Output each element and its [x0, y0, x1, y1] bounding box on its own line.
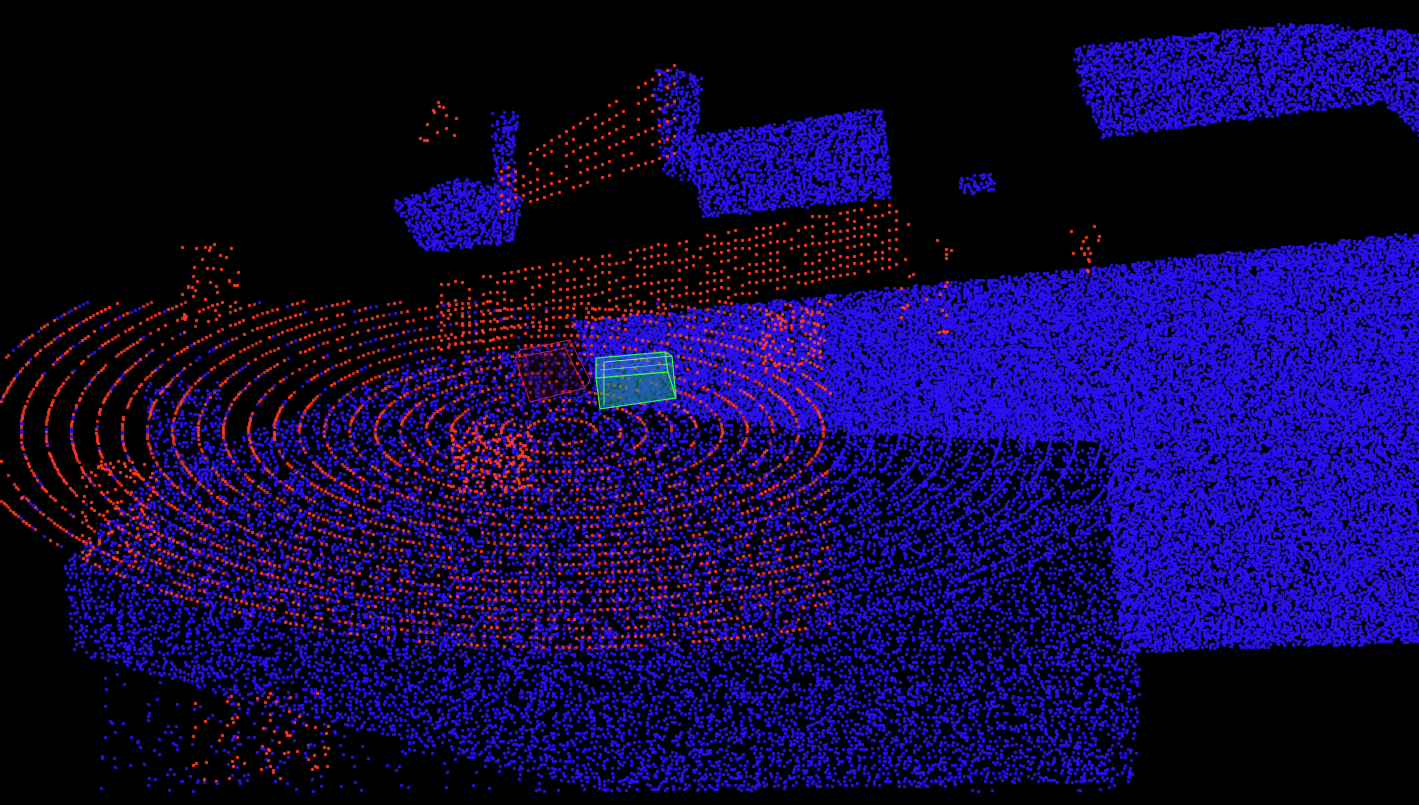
lidar-point-cloud-canvas[interactable] — [0, 0, 1419, 805]
point-cloud-viewport[interactable] — [0, 0, 1419, 805]
